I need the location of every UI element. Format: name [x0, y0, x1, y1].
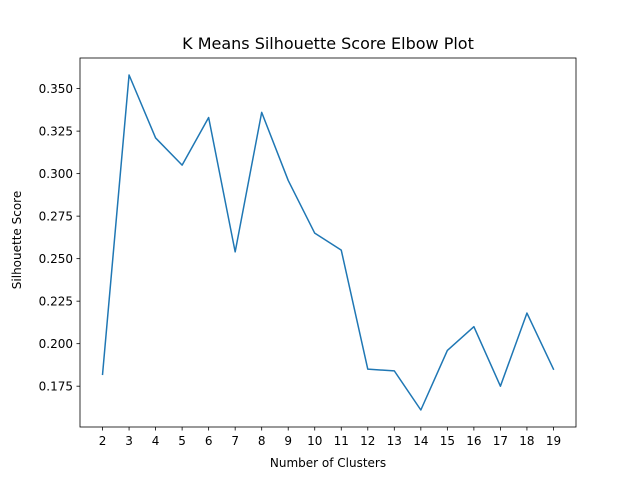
y-tick-label: 0.275 [39, 210, 73, 224]
y-tick-label: 0.300 [39, 167, 73, 181]
plot-area-frame [79, 57, 577, 428]
x-tick-label: 8 [258, 434, 266, 448]
x-axis-ticks: 2 3 4 5 6 7 8 9 10 11 12 13 14 15 16 17 18 19 [99, 427, 561, 448]
y-tick-label: 0.225 [39, 295, 73, 309]
y-tick-label: 0.350 [39, 82, 73, 96]
y-axis-label: Silhouette Score [10, 191, 24, 289]
x-tick-label: 7 [231, 434, 239, 448]
y-tick-label: 0.200 [39, 337, 73, 351]
y-tick-label: 0.175 [39, 380, 73, 394]
x-tick-label: 13 [387, 434, 402, 448]
y-tick-label: 0.325 [39, 125, 73, 139]
x-tick-label: 4 [152, 434, 160, 448]
x-tick-label: 16 [466, 434, 481, 448]
x-tick-label: 10 [307, 434, 322, 448]
silhouette-score-line [101, 74, 555, 411]
x-tick-label: 19 [546, 434, 561, 448]
x-tick-label: 17 [493, 434, 508, 448]
x-axis-label: Number of Clusters [270, 456, 386, 470]
x-tick-label: 5 [178, 434, 186, 448]
y-tick-label: 0.250 [39, 252, 73, 266]
x-tick-label: 14 [413, 434, 428, 448]
y-axis-ticks: 0.175 0.200 0.225 0.250 0.275 0.300 0.325 0.350 [39, 82, 80, 394]
x-tick-label: 9 [284, 434, 292, 448]
x-tick-label: 18 [519, 434, 534, 448]
x-tick-label: 12 [360, 434, 375, 448]
x-tick-label: 3 [125, 434, 133, 448]
x-tick-label: 15 [440, 434, 455, 448]
x-tick-label: 2 [99, 434, 107, 448]
x-tick-label: 6 [205, 434, 213, 448]
x-tick-label: 11 [334, 434, 349, 448]
chart-title: K Means Silhouette Score Elbow Plot [182, 34, 474, 53]
